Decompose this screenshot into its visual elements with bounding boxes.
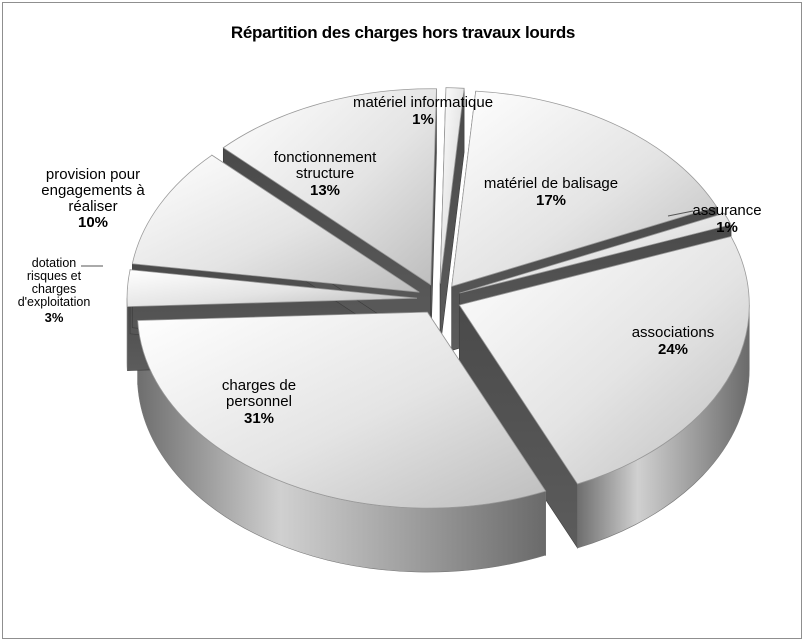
slice-percent: 13% [309,181,341,199]
pie-chart [126,87,750,573]
slice-name: associations [631,324,715,341]
slice-percent: 1% [716,218,738,236]
slice-percent: 1% [412,110,434,128]
slice-label-charges-personnel: charges de personnel 31% [199,378,319,426]
slice-name: matériel informatique [352,94,494,111]
slice-top-assurance [459,212,732,294]
chart-title: Répartition des charges hors travaux lou… [230,23,576,42]
slice-top-provision-pour-engagements-a-realiser [131,154,420,293]
slice-label-materiel-informatique: matériel informatique 1% [323,95,523,128]
slice-label-materiel-balisage: matériel de balisage 17% [471,176,631,209]
slice-label-provision: provision pour engagements à réaliser 10… [25,167,161,231]
slice-label-assurance: assurance 1% [677,203,777,236]
slice-top-materiel-informatique [439,87,465,284]
slice-percent: 17% [535,191,567,209]
slice-name: charges de personnel [221,377,297,410]
slice-name: fonctionnement structure [273,149,377,182]
slice-percent: 24% [657,340,689,358]
slice-top-materiel-de-balisage [451,90,718,287]
slice-top-charges-de-personnel [137,311,547,509]
slice-name: assurance [692,202,762,219]
slice-label-fonctionnement: fonctionnement structure 13% [265,150,385,198]
slice-top-fonctionnement-structure [222,88,437,286]
slice-name: provision pour engagements à réaliser [41,166,145,215]
slice-percent: 31% [243,409,275,427]
slice-percent: 3% [44,309,64,325]
slice-label-associations: associations 24% [603,325,743,358]
slice-percent: 10% [77,214,109,232]
pie-tops [126,87,750,509]
slice-top-dotation-risques-et-charges-d-exploitation [126,269,418,308]
slice-name: dotation risques et charges d'exploitati… [17,256,91,310]
slice-top-associations [458,235,750,485]
slice-name: matériel de balisage [483,175,619,192]
slice-label-dotation: dotation risques et charges d'exploitati… [11,256,97,325]
